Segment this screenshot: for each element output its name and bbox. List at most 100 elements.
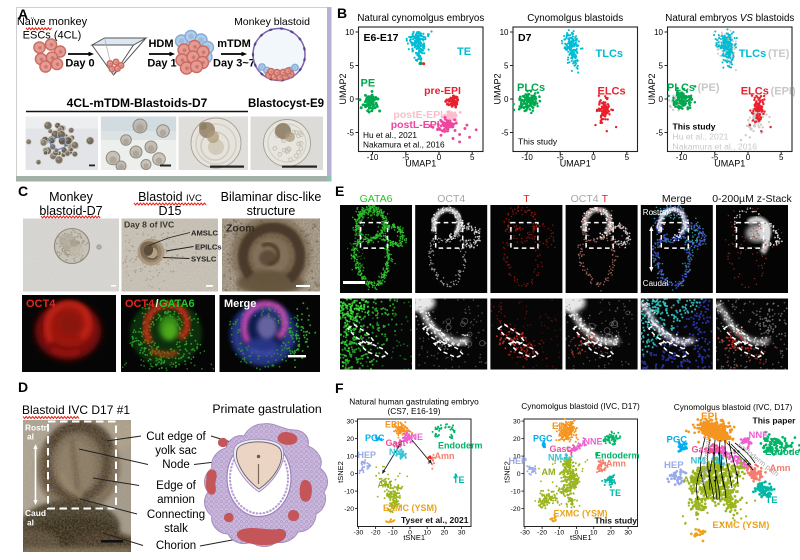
svg-text:NM: NM xyxy=(691,456,706,467)
svg-text:Hu et al., 2021: Hu et al., 2021 xyxy=(673,132,729,142)
svg-text:GATA6: GATA6 xyxy=(159,298,195,310)
svg-text:EXMC (YSM): EXMC (YSM) xyxy=(712,520,769,531)
svg-text:Bilaminar disc-like: Bilaminar disc-like xyxy=(221,190,322,204)
svg-text:UMAP1: UMAP1 xyxy=(560,159,591,169)
svg-text:Zoom: Zoom xyxy=(226,223,255,235)
svg-text:Primate gastrulation: Primate gastrulation xyxy=(212,402,322,416)
svg-text:-10: -10 xyxy=(367,153,379,162)
svg-text:Caudal: Caudal xyxy=(643,279,669,288)
svg-text:0: 0 xyxy=(437,153,442,162)
svg-text:-5: -5 xyxy=(656,128,664,137)
svg-text:Gast: Gast xyxy=(386,438,406,448)
svg-text:-10: -10 xyxy=(344,489,354,496)
svg-text:yolk sac: yolk sac xyxy=(155,445,197,457)
svg-text:30: 30 xyxy=(458,530,466,537)
svg-text:10: 10 xyxy=(590,530,598,537)
svg-text:EPILCs: EPILCs xyxy=(195,243,222,252)
svg-text:UMAP1: UMAP1 xyxy=(714,159,745,169)
svg-text:Node: Node xyxy=(162,459,190,471)
svg-text:tSNE1: tSNE1 xyxy=(403,533,425,542)
svg-text:OCT4: OCT4 xyxy=(125,298,155,310)
svg-text:-5: -5 xyxy=(402,153,410,162)
svg-text:pre-EPI: pre-EPI xyxy=(424,85,461,97)
svg-text:Connecting: Connecting xyxy=(147,509,205,521)
svg-text:EPI: EPI xyxy=(552,421,567,432)
svg-text:5: 5 xyxy=(659,61,664,70)
svg-text:-20: -20 xyxy=(537,530,547,537)
svg-text:ELCs: ELCs xyxy=(741,85,769,97)
svg-text:E6-E17: E6-E17 xyxy=(364,32,399,44)
svg-text:(PE): (PE) xyxy=(698,82,720,94)
svg-text:(CS7, E16-19): (CS7, E16-19) xyxy=(387,406,440,416)
svg-text:30: 30 xyxy=(346,419,354,426)
svg-text:OCT4: OCT4 xyxy=(571,193,599,205)
svg-text:PLCs: PLCs xyxy=(517,82,545,94)
svg-text:TE: TE xyxy=(457,46,471,58)
svg-text:Merge: Merge xyxy=(662,193,692,205)
svg-text:TE: TE xyxy=(766,495,778,506)
svg-text:D7: D7 xyxy=(518,32,532,44)
svg-text:This study: This study xyxy=(518,137,558,147)
svg-text:Natural embryos VS blastoids: Natural embryos VS blastoids xyxy=(665,13,794,24)
svg-text:OCT4: OCT4 xyxy=(26,298,56,310)
svg-text:5: 5 xyxy=(470,153,475,162)
svg-text:PGC: PGC xyxy=(667,435,688,446)
svg-text:Monkey: Monkey xyxy=(49,190,94,204)
svg-text:Cynomolgus blastoid (IVC, D17): Cynomolgus blastoid (IVC, D17) xyxy=(674,402,793,412)
svg-text:10: 10 xyxy=(500,28,509,37)
svg-text:TLCs: TLCs xyxy=(596,48,624,60)
svg-text:tSNE2: tSNE2 xyxy=(336,461,345,483)
svg-text:Tyser et al., 2021: Tyser et al., 2021 xyxy=(401,515,469,525)
svg-text:stalk: stalk xyxy=(164,523,188,535)
svg-text:10: 10 xyxy=(654,28,663,37)
svg-text:Endoderm: Endoderm xyxy=(595,451,640,461)
svg-text:al: al xyxy=(27,518,34,528)
svg-text:T: T xyxy=(523,193,530,205)
svg-text:10: 10 xyxy=(345,28,354,37)
svg-text:Edge of: Edge of xyxy=(156,480,196,492)
svg-text:E: E xyxy=(335,183,344,199)
svg-text:postL-EPI: postL-EPI xyxy=(391,119,440,131)
svg-text:PLCs: PLCs xyxy=(667,82,695,94)
svg-text:UMAP2: UMAP2 xyxy=(493,73,503,104)
svg-text:UMAP2: UMAP2 xyxy=(338,73,348,104)
svg-text:Hu et al., 2021: Hu et al., 2021 xyxy=(363,130,417,140)
svg-text:D15: D15 xyxy=(159,204,182,218)
svg-text:AM: AM xyxy=(542,467,556,477)
svg-text:(EPI): (EPI) xyxy=(771,85,796,97)
svg-text:-20: -20 xyxy=(371,530,381,537)
svg-text:UMAP2: UMAP2 xyxy=(647,73,657,104)
svg-text:EPI: EPI xyxy=(385,420,400,430)
svg-text:structure: structure xyxy=(247,204,296,218)
svg-text:NM: NM xyxy=(389,447,403,457)
svg-text:NNE: NNE xyxy=(749,430,769,441)
svg-text:UMAP1: UMAP1 xyxy=(405,159,436,169)
svg-text:Rostr: Rostr xyxy=(25,423,48,433)
svg-text:-5: -5 xyxy=(501,128,509,137)
svg-text:5: 5 xyxy=(625,153,630,162)
svg-text:5: 5 xyxy=(504,61,509,70)
svg-text:-30: -30 xyxy=(353,530,363,537)
svg-text:ESCs (4CL): ESCs (4CL) xyxy=(23,30,82,42)
svg-text:0: 0 xyxy=(504,95,509,104)
svg-text:Day 1: Day 1 xyxy=(147,58,176,70)
svg-text:Cynomolgus blastoid (IVC, D17): Cynomolgus blastoid (IVC, D17) xyxy=(521,401,640,411)
svg-text:20: 20 xyxy=(441,530,449,537)
svg-text:30: 30 xyxy=(513,419,521,426)
svg-text:Amn: Amn xyxy=(606,459,626,469)
svg-text:EXMC (YSM): EXMC (YSM) xyxy=(554,509,608,519)
svg-text:TLCs: TLCs xyxy=(739,48,767,60)
svg-text:Amn: Amn xyxy=(435,451,455,461)
svg-text:HEP: HEP xyxy=(664,460,684,471)
svg-text:Amn: Amn xyxy=(770,463,791,474)
svg-text:ELCs: ELCs xyxy=(598,85,626,97)
svg-text:Natural cynomolgus embryos: Natural cynomolgus embryos xyxy=(357,13,484,24)
svg-text:OCT4: OCT4 xyxy=(437,193,465,205)
svg-text:F: F xyxy=(335,380,344,396)
svg-text:0: 0 xyxy=(517,471,521,478)
svg-text:GATA6: GATA6 xyxy=(360,193,393,205)
svg-text:-20: -20 xyxy=(344,506,354,513)
svg-text:AM: AM xyxy=(683,475,698,486)
svg-text:-10: -10 xyxy=(554,530,564,537)
svg-text:0: 0 xyxy=(746,153,751,162)
